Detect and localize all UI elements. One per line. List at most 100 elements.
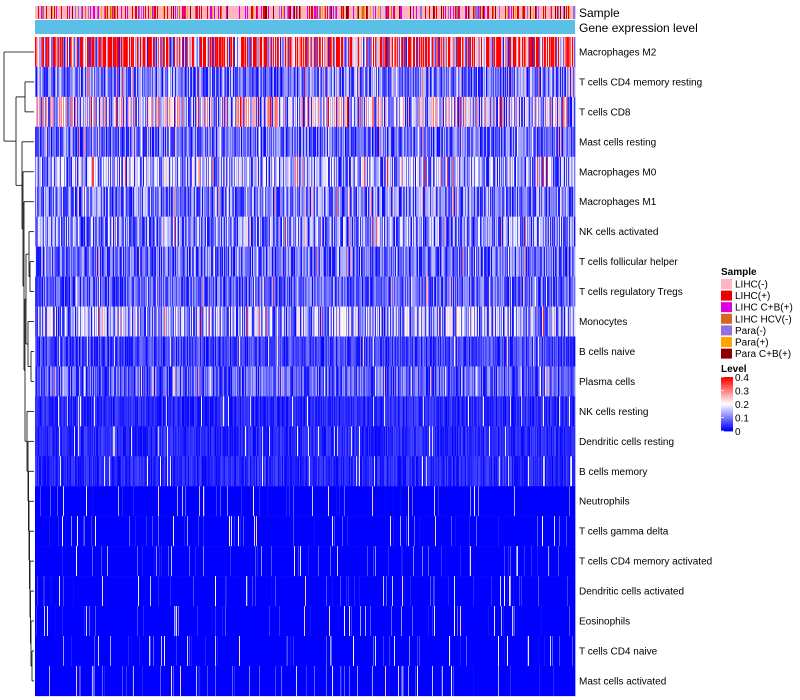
heatmap-cell — [485, 126, 487, 157]
heatmap-cell — [473, 66, 475, 98]
heatmap-cell — [51, 156, 53, 187]
heatmap-cell — [227, 37, 229, 68]
heatmap-cell — [319, 37, 321, 68]
heatmap-cell — [87, 126, 89, 157]
heatmap-cell — [185, 37, 187, 68]
heatmap-cell — [365, 126, 367, 157]
heatmap-cell — [489, 96, 491, 128]
heatmap-cell — [518, 96, 520, 128]
heatmap-cell — [197, 126, 199, 157]
heatmap-cell — [310, 96, 312, 128]
heatmap-cell — [472, 126, 474, 157]
sample-annotation-cell — [150, 6, 152, 19]
heatmap-cell — [205, 96, 207, 128]
heatmap-cell — [348, 66, 350, 98]
heatmap-cell — [428, 66, 430, 98]
sample-annotation-cell — [210, 6, 212, 19]
sample-annotation-cell — [257, 6, 259, 19]
heatmap-cell — [241, 37, 243, 68]
heatmap-cell — [109, 66, 111, 98]
heatmap-cell — [459, 96, 461, 128]
heatmap-cell — [264, 126, 266, 157]
heatmap-cell — [567, 37, 569, 68]
sample-annotation-cell — [235, 6, 237, 19]
heatmap-cell — [202, 37, 204, 68]
heatmap-cell — [373, 66, 375, 98]
heatmap-cell — [153, 156, 155, 187]
heatmap-cell — [429, 96, 431, 128]
heatmap-cell — [366, 96, 368, 128]
heatmap-cell — [371, 96, 373, 128]
sample-annotation-cell — [435, 6, 437, 19]
heatmap-cell — [286, 96, 288, 128]
heatmap-cell — [376, 37, 378, 68]
heatmap-cell — [42, 156, 44, 187]
heatmap-cell — [329, 37, 331, 68]
heatmap-cell — [465, 66, 467, 98]
sample-annotation-cell — [391, 6, 393, 19]
sample-annotation-cell — [196, 6, 198, 19]
heatmap-cell — [283, 126, 285, 157]
heatmap-cell — [256, 96, 258, 128]
heatmap-cell — [431, 126, 433, 157]
sample-annotation-cell — [274, 6, 276, 19]
heatmap-cell — [436, 126, 438, 157]
heatmap-cell — [324, 126, 326, 157]
heatmap-cell — [209, 96, 211, 128]
heatmap-cell — [407, 96, 409, 128]
heatmap-cell — [537, 37, 539, 68]
heatmap-cell — [223, 126, 225, 157]
heatmap-cell — [316, 66, 318, 98]
heatmap-cell — [422, 37, 424, 68]
heatmap-cell — [71, 66, 73, 98]
heatmap-cell — [314, 126, 316, 157]
heatmap-cell — [563, 96, 565, 128]
sample-annotation-cell — [487, 6, 489, 19]
heatmap-cell — [382, 37, 384, 68]
sample-annotation-cell — [386, 6, 388, 19]
heatmap-cell — [68, 66, 70, 98]
sample-annotation-cell — [78, 6, 80, 19]
heatmap-cell — [282, 37, 284, 68]
heatmap-cell — [550, 37, 552, 68]
heatmap-cell — [141, 37, 143, 68]
heatmap-cell — [319, 66, 321, 98]
sample-annotation-cell — [225, 6, 227, 19]
heatmap-cell — [36, 156, 38, 187]
heatmap-cell — [386, 66, 388, 98]
heatmap-cell — [62, 126, 64, 157]
heatmap-cell — [554, 37, 556, 68]
heatmap-cell — [139, 156, 141, 187]
heatmap-cell — [399, 37, 401, 68]
heatmap-cell — [116, 96, 118, 128]
heatmap-cell — [543, 66, 545, 98]
heatmap-cell — [455, 96, 457, 128]
heatmap-cell — [314, 96, 316, 128]
heatmap-cell — [248, 66, 250, 98]
sample-annotation-cell — [139, 6, 141, 19]
heatmap-cell — [449, 96, 451, 128]
heatmap-cell — [343, 126, 345, 157]
heatmap-cell — [361, 126, 363, 157]
heatmap-cell — [527, 126, 529, 157]
heatmap-cell — [401, 37, 403, 68]
heatmap-cell — [313, 66, 315, 98]
heatmap-cell — [92, 156, 94, 187]
sample-annotation-cell — [240, 6, 242, 19]
heatmap-cell — [35, 66, 37, 98]
heatmap-cell — [568, 96, 570, 128]
heatmap-cell — [337, 37, 339, 68]
heatmap-cell — [189, 66, 191, 98]
heatmap-cell — [95, 156, 97, 187]
heatmap-cell — [180, 126, 182, 157]
heatmap-cell — [250, 126, 252, 157]
heatmap-cell — [136, 37, 138, 68]
sample-annotation-cell — [302, 6, 304, 19]
sample-annotation-cell — [411, 6, 413, 19]
heatmap-cell — [448, 66, 450, 98]
sample-annotation-cell — [508, 6, 510, 19]
heatmap-cell — [181, 37, 183, 68]
heatmap-cell — [182, 156, 184, 187]
heatmap-cell — [172, 66, 174, 98]
heatmap-cell — [413, 66, 415, 98]
